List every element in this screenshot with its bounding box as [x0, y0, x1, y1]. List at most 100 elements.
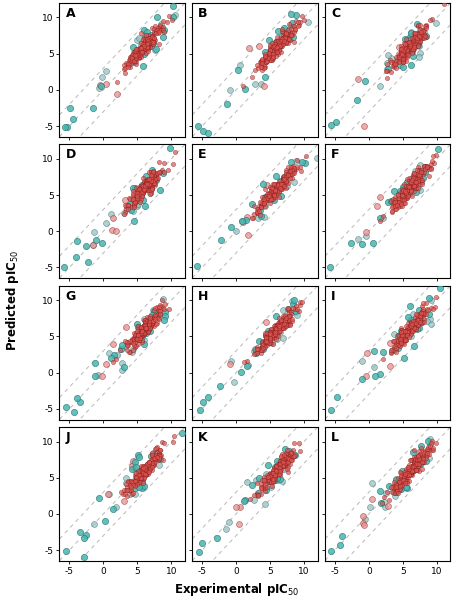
Point — [260, 337, 268, 346]
Point — [152, 45, 159, 55]
Point — [415, 466, 423, 476]
Point — [140, 173, 147, 183]
Point — [135, 193, 142, 202]
Point — [169, 437, 177, 446]
Point — [141, 466, 148, 476]
Point — [423, 456, 430, 466]
Point — [139, 184, 146, 194]
Point — [401, 190, 408, 200]
Point — [418, 306, 425, 316]
Point — [141, 329, 148, 338]
Point — [268, 47, 275, 57]
Point — [275, 44, 283, 53]
Point — [419, 453, 426, 463]
Point — [377, 192, 384, 202]
Point — [267, 45, 274, 55]
Point — [272, 46, 279, 55]
Point — [148, 180, 155, 190]
Point — [279, 460, 286, 470]
Point — [140, 323, 147, 332]
Point — [273, 171, 280, 181]
Point — [283, 170, 291, 180]
Point — [291, 451, 298, 460]
Point — [409, 461, 416, 470]
Point — [132, 44, 140, 54]
Point — [127, 476, 134, 485]
Point — [156, 460, 163, 470]
Point — [398, 48, 405, 58]
Point — [135, 330, 142, 340]
Point — [273, 468, 280, 478]
Point — [388, 196, 395, 206]
Point — [409, 447, 416, 457]
Point — [135, 188, 142, 197]
Point — [420, 309, 427, 319]
Point — [276, 38, 283, 47]
Point — [137, 52, 145, 62]
Point — [121, 68, 128, 77]
Point — [402, 476, 410, 485]
Point — [393, 344, 400, 354]
Point — [129, 190, 136, 200]
Point — [415, 34, 422, 43]
Point — [359, 511, 367, 521]
Point — [276, 40, 283, 50]
Point — [137, 323, 144, 333]
Point — [152, 311, 159, 320]
Point — [406, 455, 414, 465]
Point — [268, 47, 276, 57]
Point — [284, 163, 291, 172]
Point — [334, 392, 341, 401]
Point — [407, 40, 415, 50]
Point — [170, 12, 177, 22]
Point — [416, 29, 423, 38]
Point — [280, 37, 287, 46]
Point — [261, 477, 268, 487]
Point — [281, 321, 288, 331]
Point — [396, 467, 404, 476]
Point — [142, 35, 149, 45]
Point — [145, 321, 152, 331]
Point — [272, 41, 279, 50]
Point — [132, 53, 139, 62]
Point — [149, 316, 157, 326]
Point — [148, 175, 155, 185]
Point — [396, 196, 403, 205]
Point — [257, 479, 264, 488]
Point — [152, 314, 159, 323]
Point — [82, 530, 90, 539]
Point — [234, 65, 242, 74]
Point — [153, 318, 161, 328]
Point — [274, 320, 282, 329]
Point — [410, 170, 418, 179]
Point — [103, 79, 110, 88]
Point — [147, 461, 154, 470]
Point — [139, 42, 146, 52]
Point — [279, 333, 286, 343]
Point — [267, 470, 274, 480]
Point — [131, 334, 139, 344]
Point — [328, 405, 335, 415]
Point — [76, 397, 84, 406]
Point — [399, 332, 406, 342]
Point — [275, 465, 283, 475]
Point — [142, 323, 149, 333]
Point — [273, 40, 281, 50]
Point — [258, 199, 266, 208]
Point — [403, 175, 410, 184]
Point — [393, 198, 400, 208]
Point — [126, 490, 134, 499]
Point — [268, 326, 275, 336]
Point — [415, 454, 423, 464]
Point — [275, 328, 282, 337]
Point — [405, 318, 412, 328]
Point — [396, 201, 403, 211]
Point — [426, 434, 434, 443]
Point — [137, 467, 145, 477]
Point — [162, 299, 169, 308]
Point — [267, 469, 274, 479]
Point — [276, 181, 283, 191]
Point — [403, 177, 410, 187]
Point — [409, 178, 416, 188]
Point — [146, 188, 153, 197]
